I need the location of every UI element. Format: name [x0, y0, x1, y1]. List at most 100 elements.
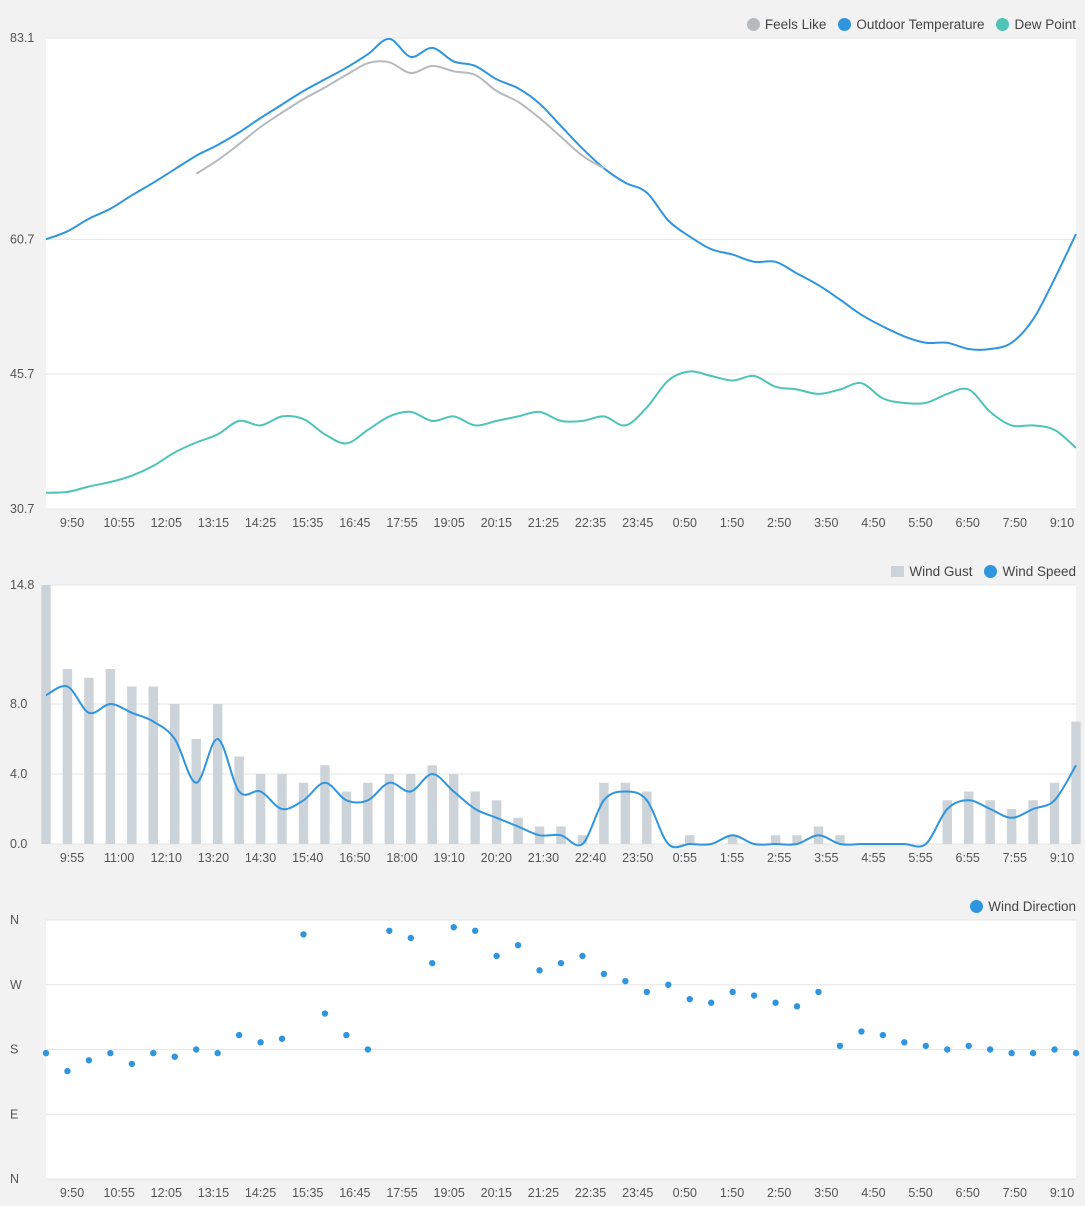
y-tick-label: 8.0	[10, 697, 27, 711]
wind-direction-point	[128, 1060, 136, 1068]
x-tick-label: 13:20	[198, 851, 229, 865]
y-tick-label: 83.1	[10, 31, 34, 45]
wind-gust-bar	[127, 686, 137, 844]
wind-direction-point	[1051, 1046, 1058, 1053]
feels-like-line	[195, 60, 605, 175]
wind-direction-point	[64, 1067, 71, 1075]
wind-direction-point	[922, 1042, 929, 1050]
wind-gust-bar	[170, 704, 180, 844]
x-tick-label: 9:10	[1050, 516, 1074, 530]
wind-gust-bar	[62, 669, 73, 844]
x-tick-label: 20:15	[481, 516, 512, 530]
x-tick-label: 1:50	[720, 1186, 744, 1200]
temperature-chart: 83.1 60.7 45.7 30.7 9:50 10:55 12:05 13:15 14:25…	[10, 31, 1077, 530]
legend-dew-point[interactable]: Dew Point	[996, 17, 1076, 32]
wind-direction-point	[235, 1031, 243, 1039]
legend-swatch-wind-speed	[984, 565, 998, 578]
x-tick-label: 12:05	[151, 1186, 182, 1200]
wind-direction-point	[85, 1057, 93, 1064]
x-tick-label: 16:45	[339, 1186, 370, 1200]
wind-direction-point	[750, 992, 758, 999]
x-tick-label: 6:50	[956, 516, 980, 530]
wind-direction-point	[407, 934, 414, 942]
wind-direction-point	[364, 1046, 372, 1053]
legend-swatch-dew-point	[996, 18, 1010, 31]
wind-gust-bar	[685, 835, 695, 844]
legend-wind-gust[interactable]: Wind Gust	[891, 564, 972, 579]
legend-label-dew-point: Dew Point	[1014, 17, 1076, 32]
wind-direction-point	[514, 941, 522, 949]
x-tick-label: 15:35	[292, 1186, 323, 1200]
legend-swatch-wind-direction	[970, 900, 984, 913]
wind-gust-bar	[942, 800, 952, 844]
wind-direction-point	[214, 1049, 221, 1057]
y-tick-label: N	[10, 1172, 19, 1186]
x-tick-label: 10:55	[104, 1186, 135, 1200]
wind-direction-point	[321, 1010, 329, 1017]
wind-direction-chart: N W S E N 9:50 10:55 12:05 13:15 14:25 15:35 16:45 1…	[10, 913, 1080, 1200]
x-tick-label: 22:35	[575, 1186, 606, 1200]
x-tick-label: 4:50	[861, 516, 885, 530]
temperature-chart-panel: Feels Like Outdoor Temperature Dew Point…	[0, 0, 1085, 545]
legend-wind-speed[interactable]: Wind Speed	[984, 564, 1076, 579]
x-tick-label: 4:50	[861, 1186, 885, 1200]
wind-gust-bar	[234, 756, 244, 844]
x-tick-label: 9:55	[60, 851, 84, 865]
x-tick-label: 6:55	[956, 851, 980, 865]
x-tick-label: 16:50	[339, 851, 370, 865]
x-tick-label: 19:05	[434, 516, 465, 530]
x-tick-label: 5:50	[908, 516, 932, 530]
wind-direction-point	[901, 1039, 908, 1046]
wind-direction-point	[300, 931, 307, 938]
x-tick-label: 9:50	[60, 516, 84, 530]
wind-direction-point	[793, 1003, 801, 1010]
y-tick-label: 30.7	[10, 502, 34, 516]
wind-gust-bar	[1028, 800, 1038, 844]
x-tick-label: 11:00	[104, 851, 134, 865]
wind-direction-point	[708, 999, 715, 1006]
x-tick-label: 3:55	[814, 851, 838, 865]
wind-direction-point	[729, 988, 736, 996]
wind-direction-point	[944, 1046, 951, 1053]
wind-direction-point	[107, 1049, 114, 1057]
wind-direction-chart-panel: Wind Direction N W S E N 9:50 10:55 12:05 13:15 1…	[0, 875, 1085, 1201]
legend-label-wind-speed: Wind Speed	[1002, 564, 1076, 579]
wind-direction-point	[815, 988, 822, 996]
x-tick-label: 23:45	[622, 1186, 653, 1200]
x-tick-label: 1:50	[720, 516, 744, 530]
wind-direction-point	[493, 952, 500, 960]
x-tick-label: 14:25	[245, 516, 276, 530]
wind-gust-bar	[620, 782, 631, 844]
wind-gust-bar	[1071, 721, 1081, 844]
legend-outdoor-temperature[interactable]: Outdoor Temperature	[838, 17, 984, 32]
y-tick-label: 14.8	[10, 578, 34, 592]
legend-feels-like[interactable]: Feels Like	[746, 17, 826, 32]
x-tick-label: 21:25	[528, 516, 559, 530]
wind-direction-point	[278, 1035, 286, 1042]
legend-label-outdoor-temperature: Outdoor Temperature	[856, 17, 985, 32]
wind-gust-bar	[298, 782, 309, 844]
wind-gust-bar	[41, 585, 51, 844]
legend-label-wind-gust: Wind Gust	[909, 564, 973, 579]
wind-direction-point	[471, 927, 479, 934]
wind-direction-point	[643, 988, 651, 996]
wind-speed-legend: Wind Gust Wind Speed	[891, 564, 1076, 579]
x-tick-label: 16:45	[339, 516, 370, 530]
x-tick-label: 7:55	[1003, 851, 1027, 865]
x-tick-label: 15:35	[292, 516, 323, 530]
x-tick-label: 7:50	[1003, 1186, 1027, 1200]
wind-gust-bar	[642, 791, 652, 844]
legend-wind-direction[interactable]: Wind Direction	[970, 899, 1076, 914]
wind-direction-point	[686, 995, 693, 1003]
x-tick-label: 22:35	[575, 516, 606, 530]
x-tick-label: 0:55	[673, 851, 697, 865]
wind-direction-point	[343, 1031, 350, 1039]
x-tick-label: 17:55	[386, 516, 417, 530]
wind-direction-point	[193, 1046, 200, 1053]
wind-gust-bar	[406, 774, 416, 844]
x-tick-label: 0:50	[673, 1186, 697, 1200]
x-tick-label: 10:55	[104, 516, 135, 530]
x-tick-label: 7:50	[1003, 516, 1027, 530]
x-tick-label: 21:30	[528, 851, 559, 865]
